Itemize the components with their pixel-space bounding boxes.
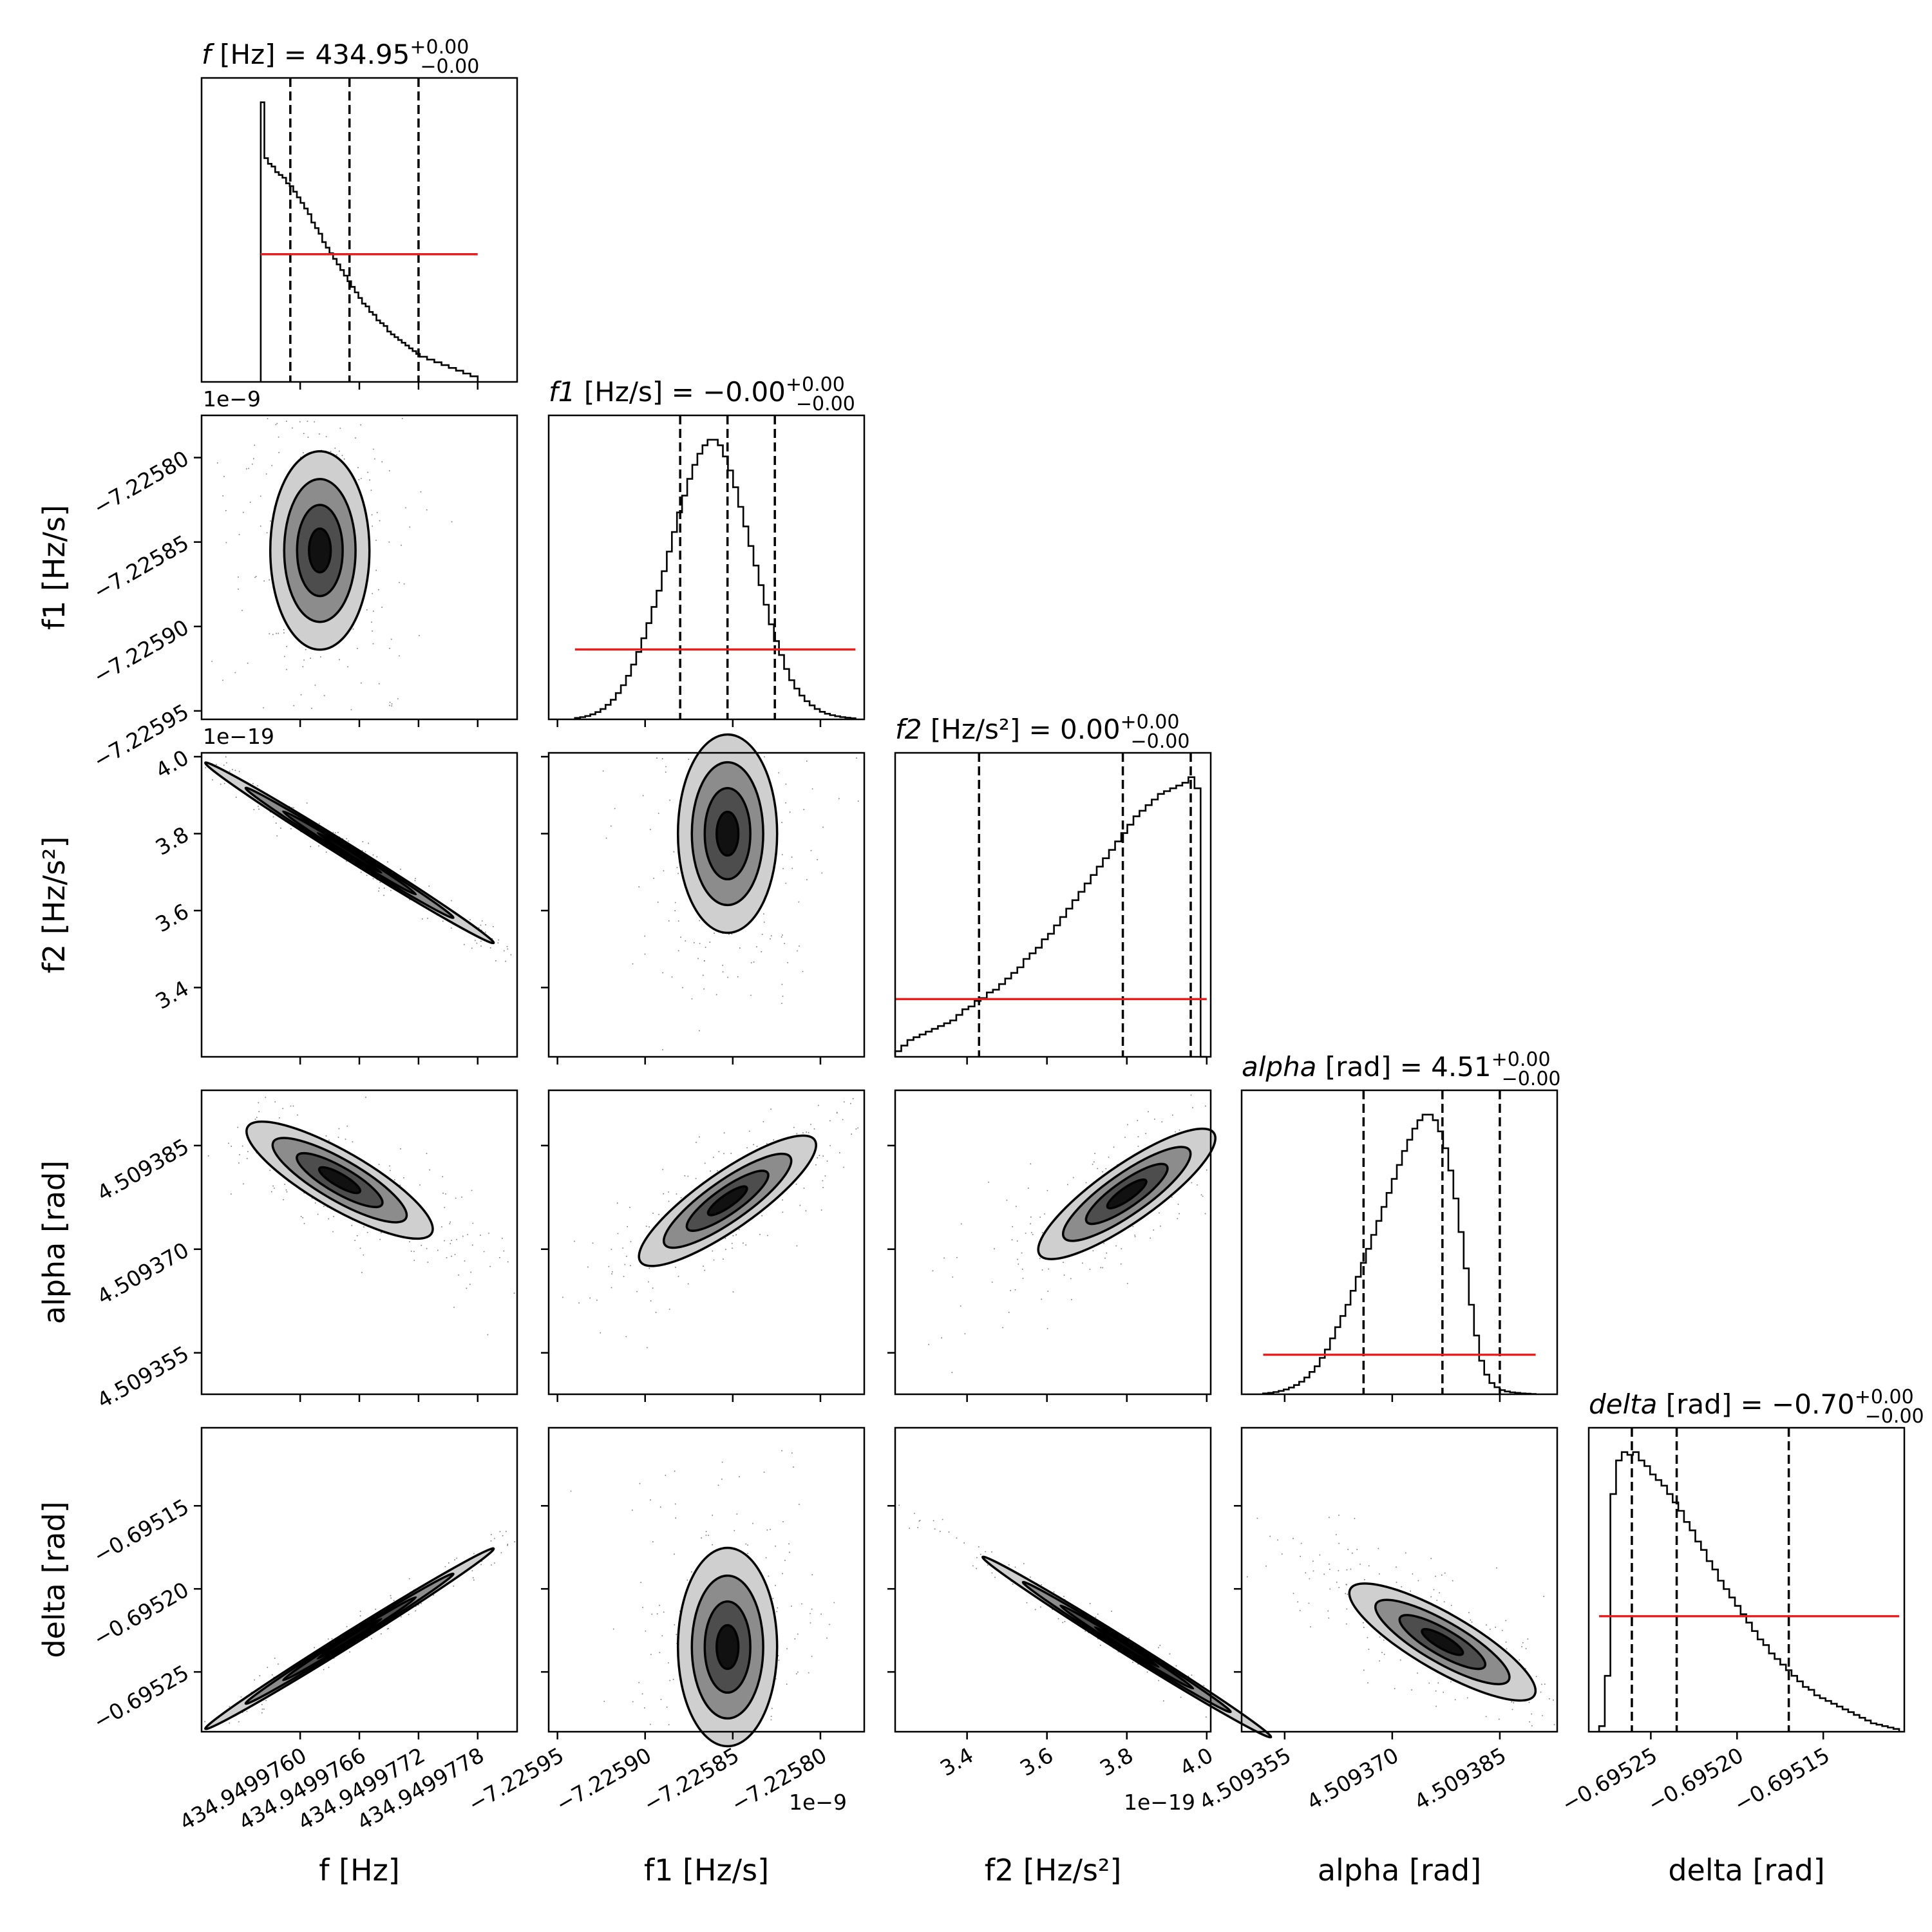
title-f: f [Hz] = 434.95+0.00 −0.00: [202, 36, 479, 78]
x-tick-label-f2-2: 3.8: [1095, 1743, 1137, 1781]
x-tick-label-f1-2: −7.22585: [639, 1743, 744, 1817]
panel-frame-layer: [194, 77, 1906, 1739]
x-tick-label-f1-1: −7.22590: [551, 1743, 656, 1817]
panel-frame-f2-f2: [894, 752, 1212, 1058]
offset-text-f1-left: 1e−9: [203, 386, 261, 412]
offset-text-f1-bottom: 1e−9: [789, 1790, 847, 1815]
y-tick-label-f2-3: 4.0: [151, 744, 193, 783]
panel-frame-f-f: [200, 77, 518, 383]
x-axis-label-f2: f2 [Hz/s²]: [985, 1853, 1122, 1888]
y-axis-label-alpha: alpha [rad]: [37, 1160, 71, 1324]
chart-mark-layer: [260, 78, 1900, 1732]
x-tick-label-alpha-1: 4.509370: [1302, 1743, 1403, 1815]
contour-level-4-f2-delta: [1094, 1625, 1160, 1669]
x-axis-label-f: f [Hz]: [319, 1853, 399, 1888]
title-alpha: alpha [rad] = 4.51+0.00 −0.00: [1242, 1048, 1561, 1090]
x-tick-label-delta-2: −0.69515: [1730, 1743, 1834, 1817]
y-tick-label-delta-0: −0.69525: [89, 1660, 193, 1735]
x-tick-label-delta-0: −0.69525: [1557, 1743, 1662, 1817]
x-axis-label-delta: delta [rad]: [1668, 1853, 1824, 1888]
y-tick-label-alpha-0: 4.509355: [93, 1341, 193, 1414]
offset-text-f2-left: 1e−19: [203, 724, 274, 749]
y-tick-label-delta-2: −0.69515: [89, 1494, 193, 1569]
y-axis-label-f1: f1 [Hz/s]: [37, 505, 71, 630]
y-tick-label-alpha-1: 4.509370: [93, 1237, 193, 1310]
scatter-points-f2-delta: [898, 1504, 1207, 1718]
contour-level-4-f-f2: [316, 831, 383, 874]
panel-frame-delta-f2: [894, 1426, 1212, 1733]
contour-level-4-f-f1: [308, 527, 332, 574]
contour-level-4-f-delta: [316, 1617, 383, 1660]
y-axis-label-delta: delta [rad]: [37, 1501, 71, 1658]
histogram-f2: [894, 776, 1207, 1058]
offset-text-f2-bottom: 1e−19: [1124, 1790, 1195, 1815]
contour-level-4-f1-delta: [715, 1624, 740, 1671]
panel-frame-delta-delta: [1587, 1426, 1906, 1733]
contour-level-4-f-alpha: [317, 1166, 361, 1195]
x-tick-label-f2-1: 3.6: [1016, 1743, 1057, 1781]
contour-level-4-f2-alpha: [1106, 1178, 1148, 1209]
panel-frame-delta-alpha: [1240, 1426, 1558, 1733]
panel-frame-f2-f: [200, 752, 518, 1058]
y-tick-label-f1-2: −7.22585: [89, 530, 193, 605]
y-tick-label-f2-0: 3.4: [151, 976, 193, 1014]
contour-level-4-alpha-delta: [1421, 1627, 1464, 1656]
x-axis-label-alpha: alpha [rad]: [1318, 1853, 1481, 1888]
panel-frame-alpha-f1: [547, 1089, 866, 1396]
histogram-alpha: [1262, 1113, 1537, 1395]
histogram-delta: [1598, 1451, 1900, 1732]
contour-fill-layer: [204, 418, 1555, 1748]
panel-frame-alpha-f2: [894, 1089, 1212, 1396]
contour-level-4-f1-f2: [715, 810, 740, 857]
y-axis-label-f2: f2 [Hz/s²]: [37, 837, 71, 974]
contour-level-4-f1-alpha: [706, 1185, 748, 1217]
x-tick-label-f2-3: 4.0: [1175, 1743, 1217, 1781]
chart-text-layer: 434.9499760434.9499766434.9499772434.949…: [37, 36, 1924, 1888]
panel-frame-delta-f: [200, 1426, 518, 1733]
x-tick-label-delta-1: −0.69520: [1643, 1743, 1748, 1817]
x-tick-label-alpha-2: 4.509385: [1410, 1743, 1510, 1815]
x-tick-label-f2-0: 3.4: [936, 1743, 978, 1781]
y-tick-label-f1-3: −7.22580: [89, 446, 193, 520]
x-axis-label-f1: f1 [Hz/s]: [644, 1853, 769, 1888]
y-tick-label-f2-1: 3.6: [151, 898, 193, 937]
y-tick-label-f2-2: 3.8: [151, 822, 193, 860]
y-tick-label-f1-1: −7.22590: [89, 614, 193, 689]
panel-frame-alpha-alpha: [1240, 1089, 1558, 1396]
histogram-f1: [574, 439, 857, 719]
panel-frame-f1-f1: [547, 414, 866, 721]
y-tick-label-alpha-2: 4.509385: [93, 1133, 193, 1206]
histogram-f: [260, 101, 479, 382]
title-delta: delta [rad] = −0.70+0.00 −0.00: [1589, 1386, 1924, 1428]
panel-frame-delta-f1: [547, 1426, 866, 1733]
title-f2: f2 [Hz/s²] = 0.00+0.00 −0.00: [895, 711, 1189, 753]
y-tick-label-delta-1: −0.69520: [89, 1577, 193, 1652]
panel-frame-f2-f1: [547, 752, 866, 1058]
title-f1: f1 [Hz/s] = −0.00+0.00 −0.00: [549, 374, 855, 415]
